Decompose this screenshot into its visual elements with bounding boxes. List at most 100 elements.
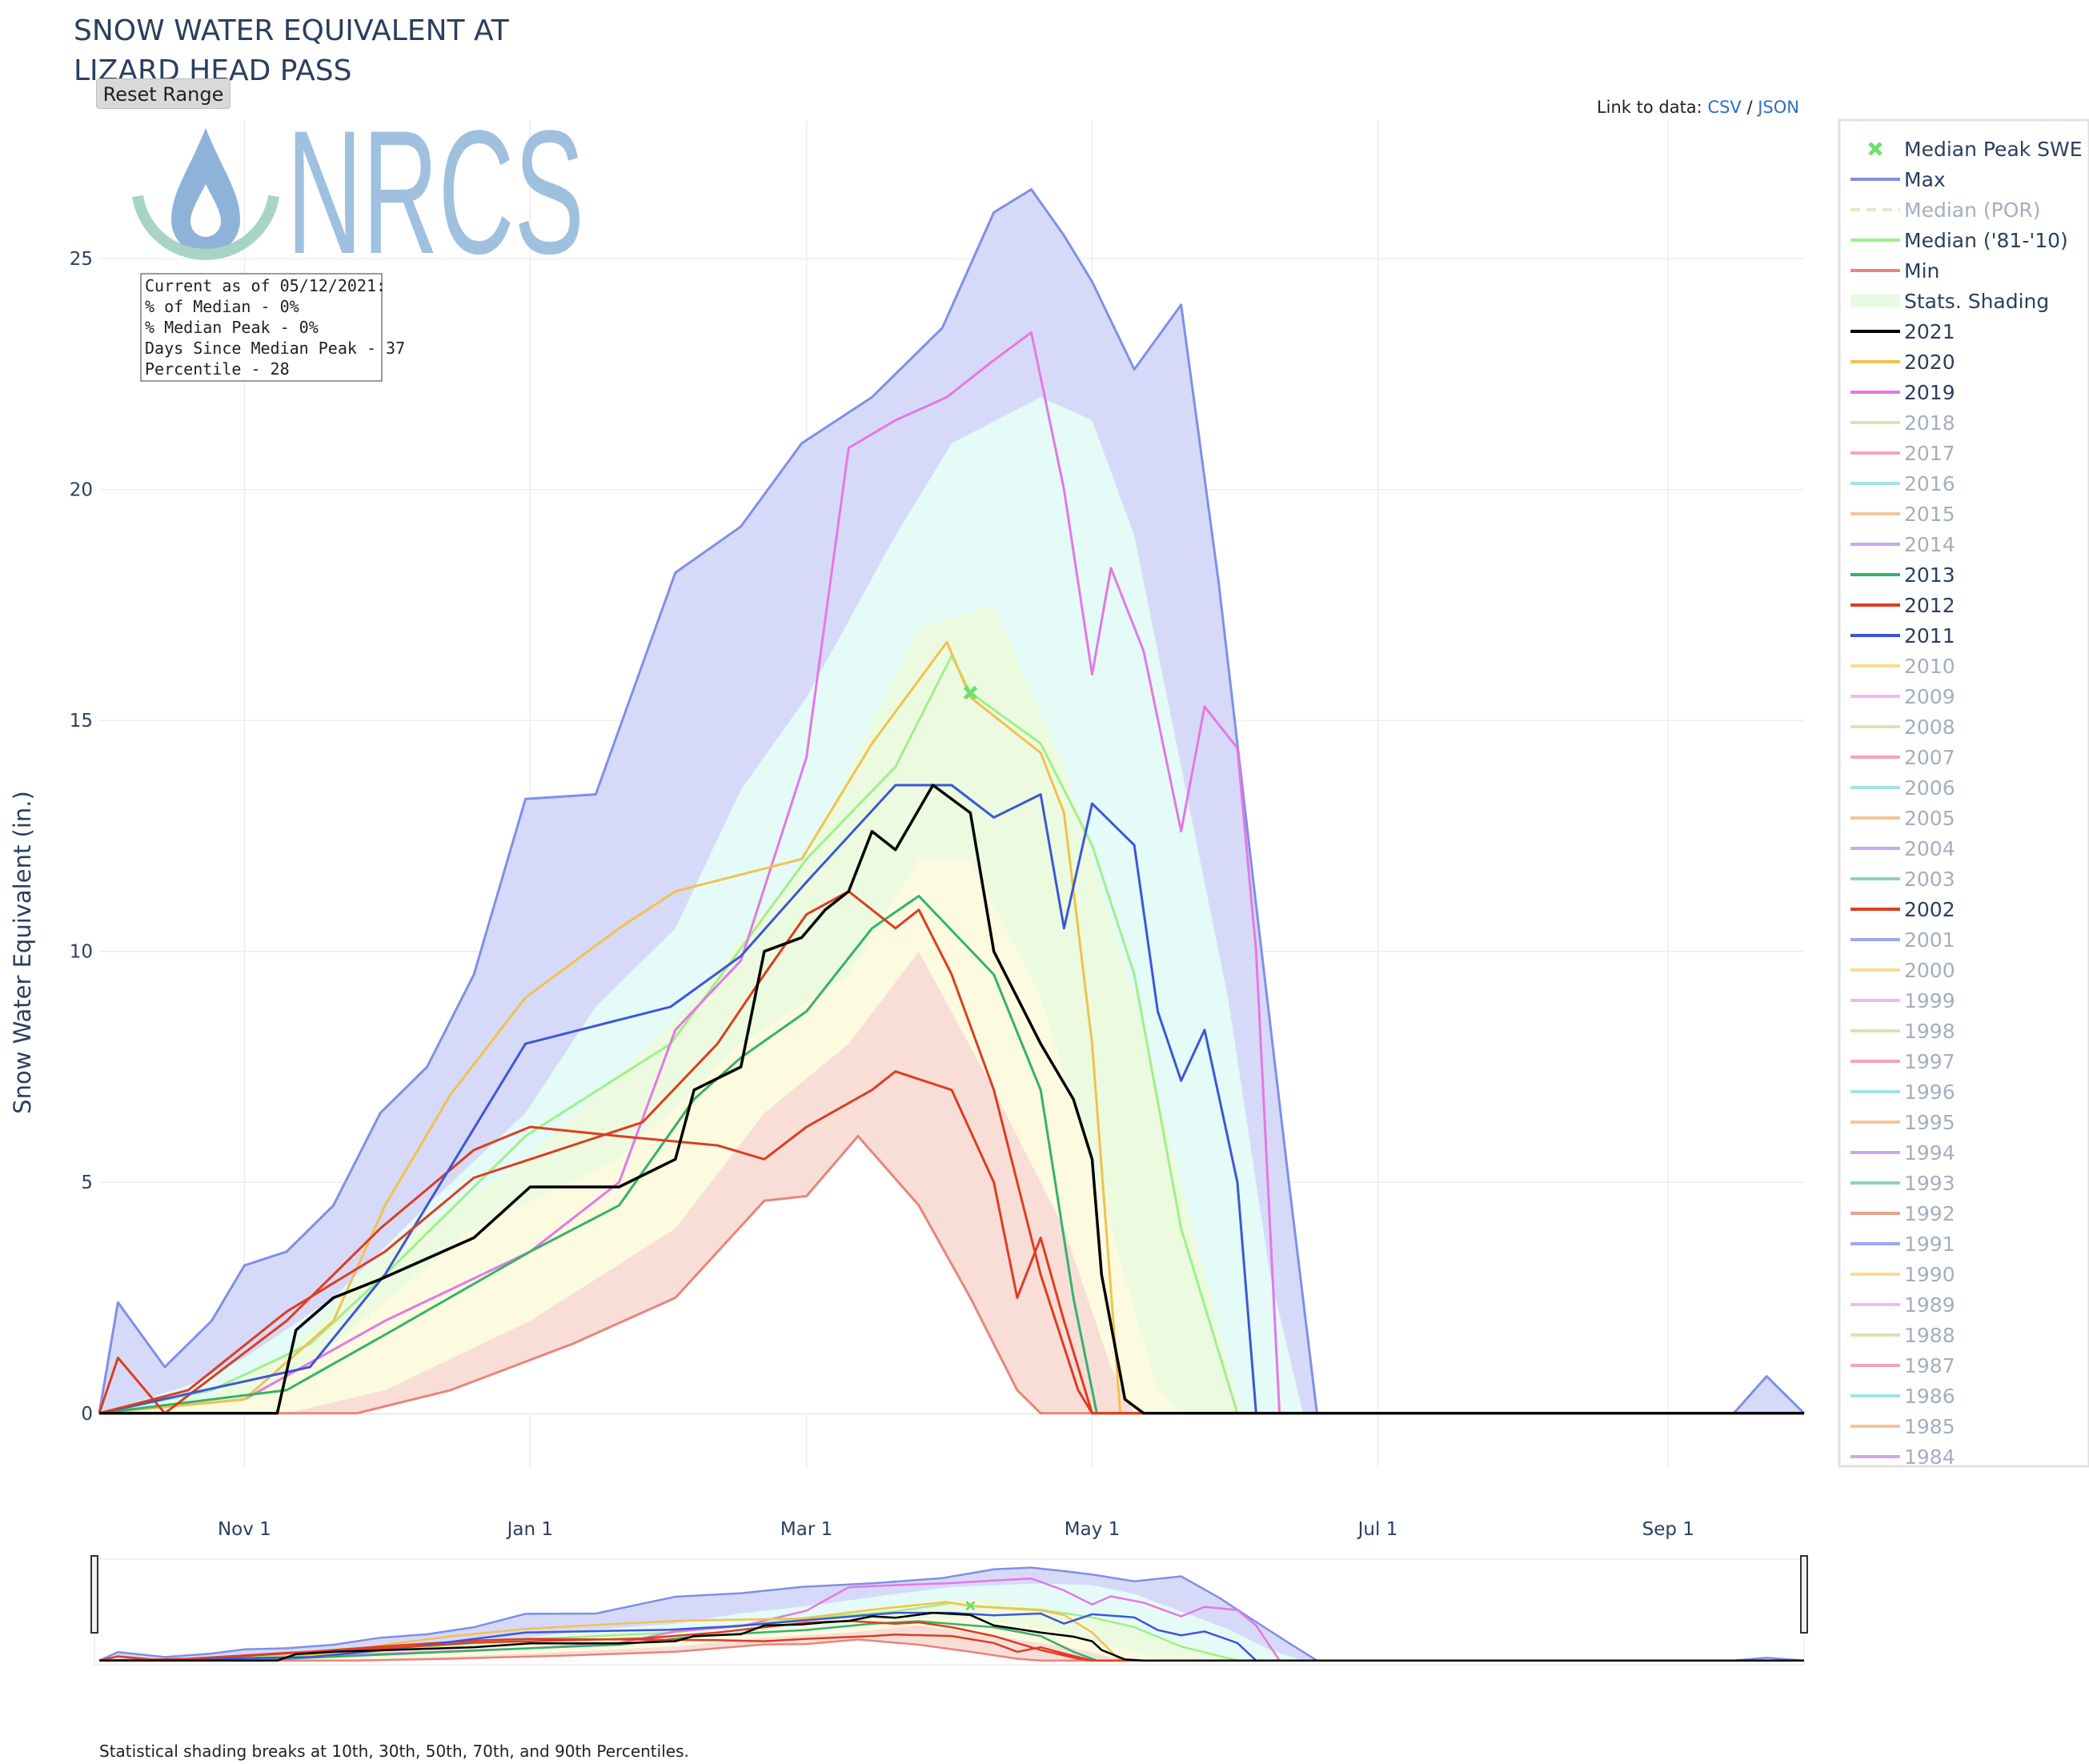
legend-item-1994[interactable]: 1994: [1850, 1141, 1955, 1165]
legend-item-1997[interactable]: 1997: [1850, 1050, 1955, 1073]
status-line-percentile: Percentile - 28: [145, 359, 290, 379]
legend-label: 2017: [1904, 442, 1955, 465]
legend-item-median-81-10[interactable]: Median ('81-'10): [1850, 229, 2068, 252]
range-slider[interactable]: [90, 1555, 1808, 1666]
legend-item-2005[interactable]: 2005: [1850, 807, 1955, 830]
legend-label: 1991: [1904, 1233, 1955, 1256]
y-axis-label: Snow Water Equivalent (in.): [9, 791, 36, 1114]
range-slider-left-handle[interactable]: [90, 1555, 98, 1634]
legend-item-max[interactable]: Max: [1850, 168, 1946, 191]
legend-label: Median (POR): [1904, 198, 2041, 222]
legend-item-2014[interactable]: 2014: [1850, 533, 1955, 556]
legend-item-1995[interactable]: 1995: [1850, 1111, 1955, 1134]
legend-item-2016[interactable]: 2016: [1850, 472, 1955, 495]
legend-label: 2007: [1904, 746, 1955, 769]
legend-item-2015[interactable]: 2015: [1850, 503, 1955, 526]
legend-item-1985[interactable]: 1985: [1850, 1415, 1955, 1438]
legend-item-1986[interactable]: 1986: [1850, 1385, 1955, 1408]
legend-item-2013[interactable]: 2013: [1850, 563, 1955, 587]
legend-label: 1985: [1904, 1415, 1955, 1438]
series-2013: [98, 895, 1804, 1415]
legend-item-1989[interactable]: 1989: [1850, 1293, 1955, 1317]
mini-series-min: [99, 1638, 1804, 1662]
legend-label: 2013: [1904, 563, 1955, 587]
x-tick-label: Jul 1: [1357, 1519, 1398, 1540]
series-2019: [98, 331, 1804, 1415]
legend-item-2001[interactable]: 2001: [1850, 928, 1955, 952]
legend-label: 2012: [1904, 594, 1955, 617]
legend-label: 1997: [1904, 1050, 1955, 1073]
legend-item-1990[interactable]: 1990: [1850, 1263, 1955, 1286]
status-line-days-since-peak: Days Since Median Peak - 37: [145, 339, 405, 358]
legend-label: 1993: [1904, 1172, 1955, 1195]
x-tick-label: Mar 1: [780, 1519, 832, 1540]
x-axis-ticks: Nov 1 Jan 1 Mar 1 May 1 Jul 1 Sep 1: [218, 1519, 1694, 1540]
legend-item-2002[interactable]: 2002: [1850, 898, 1955, 921]
legend-item-2018[interactable]: 2018: [1850, 411, 1955, 435]
legend-item-2006[interactable]: 2006: [1850, 776, 1955, 800]
legend-item-1999[interactable]: 1999: [1850, 989, 1955, 1012]
legend-item-min[interactable]: Min: [1850, 259, 1939, 283]
legend-item-2011[interactable]: 2011: [1850, 624, 1955, 647]
legend-item-2021[interactable]: 2021: [1850, 320, 1955, 343]
legend-label: Min: [1904, 259, 1939, 283]
legend-swatch: [1850, 295, 1900, 307]
legend-item-1996[interactable]: 1996: [1850, 1080, 1955, 1104]
legend-item-2003[interactable]: 2003: [1850, 868, 1955, 891]
json-link[interactable]: JSON: [1758, 98, 1799, 117]
legend-item-median-por[interactable]: Median (POR): [1850, 198, 2041, 222]
legend-item-2004[interactable]: 2004: [1850, 837, 1955, 860]
legend-item-2017[interactable]: 2017: [1850, 442, 1955, 465]
legend-label: 1987: [1904, 1354, 1955, 1377]
logo-arc: [132, 194, 279, 260]
legend-label: 1990: [1904, 1263, 1955, 1286]
legend-item-1987[interactable]: 1987: [1850, 1354, 1955, 1377]
legend-item-2008[interactable]: 2008: [1850, 716, 1955, 739]
legend-item-2012[interactable]: 2012: [1850, 594, 1955, 617]
legend-label: 2003: [1904, 868, 1955, 891]
legend-item-1992[interactable]: 1992: [1850, 1202, 1955, 1225]
reset-range-button[interactable]: Reset Range: [96, 78, 231, 109]
legend-item-1984[interactable]: 1984: [1850, 1445, 1955, 1469]
series-2021: [99, 784, 1804, 1415]
legend-item-1993[interactable]: 1993: [1850, 1172, 1955, 1195]
data-links-prefix: Link to data:: [1596, 98, 1708, 117]
legend-label: 2004: [1904, 837, 1955, 860]
x-tick-label: Sep 1: [1642, 1519, 1694, 1540]
legend-item-1988[interactable]: 1988: [1850, 1324, 1955, 1347]
legend-item-median-peak-swe[interactable]: Median Peak SWE: [1868, 138, 2083, 161]
mini-series-2019: [98, 1577, 1804, 1662]
legend-item-1991[interactable]: 1991: [1850, 1233, 1955, 1256]
legend-label: 1998: [1904, 1020, 1955, 1043]
legend[interactable]: Median Peak SWE Max Median (POR) Median ('8…: [1838, 118, 2089, 1469]
mini-series-2013: [98, 1620, 1804, 1662]
legend-item-2000[interactable]: 2000: [1850, 959, 1955, 982]
legend-label: 1995: [1904, 1111, 1955, 1134]
legend-item-stats-shading[interactable]: Stats. Shading: [1850, 290, 2049, 313]
status-line-median: % of Median - 0%: [145, 297, 299, 316]
series-max: [98, 188, 1806, 1415]
y-tick-label: 15: [70, 711, 93, 732]
series-2012: [98, 1070, 1804, 1415]
csv-link[interactable]: CSV: [1707, 98, 1742, 117]
series-2011: [98, 784, 1804, 1415]
range-slider-lines: [98, 1566, 1805, 1662]
legend-item-2009[interactable]: 2009: [1850, 685, 1955, 708]
mini-band-30th: [99, 1625, 1804, 1661]
range-slider-right-handle[interactable]: [1800, 1555, 1808, 1634]
series-min: [99, 1135, 1804, 1415]
band-30th: [99, 951, 1804, 1413]
legend-item-2019[interactable]: 2019: [1850, 381, 1955, 404]
legend-item-2020[interactable]: 2020: [1850, 351, 1955, 374]
data-links: Link to data: CSV / JSON: [1597, 98, 1799, 117]
legend-item-2007[interactable]: 2007: [1850, 746, 1955, 769]
legend-item-2010[interactable]: 2010: [1850, 655, 1955, 678]
status-line-median-peak: % Median Peak - 0%: [145, 318, 319, 337]
legend-label: Stats. Shading: [1904, 290, 2049, 313]
legend-item-1998[interactable]: 1998: [1850, 1020, 1955, 1043]
legend-label: 1989: [1904, 1293, 1955, 1317]
percentile-bands: [99, 189, 1804, 1413]
logo-text: NRCS: [287, 94, 584, 291]
legend-label: 1988: [1904, 1324, 1955, 1347]
